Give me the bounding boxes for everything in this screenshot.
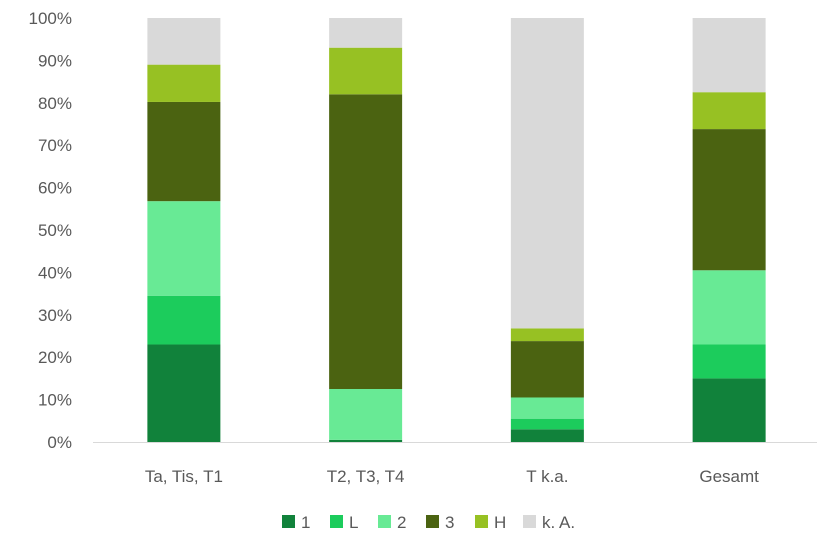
y-tick-label: 80% — [38, 94, 72, 113]
bar-segment-1-1 — [147, 344, 221, 442]
bar-segment-4-4 — [692, 129, 766, 271]
legend-label: k. A. — [542, 513, 575, 532]
x-category-label: T2, T3, T4 — [327, 467, 405, 486]
bar-segment-3-1 — [510, 429, 584, 442]
x-category-label: Gesamt — [699, 467, 759, 486]
legend-swatch — [378, 515, 391, 528]
bar-segment-1-4 — [147, 101, 221, 202]
bar-segment-2-4 — [329, 94, 403, 389]
x-category-label: T k.a. — [526, 467, 568, 486]
y-axis: 0% 10% 20% 30% 40% 50% 60% 70% 80% 90% 100% — [29, 9, 72, 452]
y-tick-label: 100% — [29, 9, 72, 28]
legend-swatch — [475, 515, 488, 528]
legend-swatch — [426, 515, 439, 528]
x-category-label: Ta, Tis, T1 — [145, 467, 223, 486]
bar-segment-1-2 — [147, 295, 221, 345]
bar-segment-2-1 — [329, 439, 403, 442]
bar-segment-2-6 — [329, 18, 403, 48]
bar-segment-1-3 — [147, 201, 221, 296]
y-tick-label: 20% — [38, 348, 72, 367]
y-tick-label: 30% — [38, 306, 72, 325]
y-tick-label: 0% — [47, 433, 72, 452]
bar-segment-4-5 — [692, 92, 766, 130]
bar-segment-4-3 — [692, 270, 766, 345]
legend-label: 3 — [445, 513, 454, 532]
bar-segment-1-5 — [147, 64, 221, 102]
bar-segment-1-6 — [147, 18, 221, 65]
legend-label: L — [349, 513, 358, 532]
legend-label: 2 — [397, 513, 406, 532]
bars — [147, 18, 766, 442]
y-tick-label: 60% — [38, 179, 72, 198]
legend-label: 1 — [301, 513, 310, 532]
legend-label: H — [494, 513, 506, 532]
bar-segment-3-2 — [510, 418, 584, 430]
legend-swatch — [523, 515, 536, 528]
bar-segment-4-1 — [692, 378, 766, 442]
y-tick-label: 10% — [38, 391, 72, 410]
bar-segment-4-2 — [692, 344, 766, 379]
bar-segment-4-6 — [692, 18, 766, 93]
legend-swatch — [330, 515, 343, 528]
bar-segment-3-6 — [510, 18, 584, 329]
bar-segment-3-3 — [510, 397, 584, 419]
bar-segment-2-5 — [329, 47, 403, 95]
y-tick-label: 90% — [38, 51, 72, 70]
bar-segment-2-3 — [329, 389, 403, 440]
y-tick-label: 40% — [38, 263, 72, 282]
x-axis: Ta, Tis, T1 T2, T3, T4 T k.a. Gesamt — [145, 467, 759, 486]
bar-segment-3-4 — [510, 341, 584, 398]
bar-segment-3-5 — [510, 328, 584, 342]
y-tick-label: 70% — [38, 136, 72, 155]
y-tick-label: 50% — [38, 221, 72, 240]
legend-swatch — [282, 515, 295, 528]
